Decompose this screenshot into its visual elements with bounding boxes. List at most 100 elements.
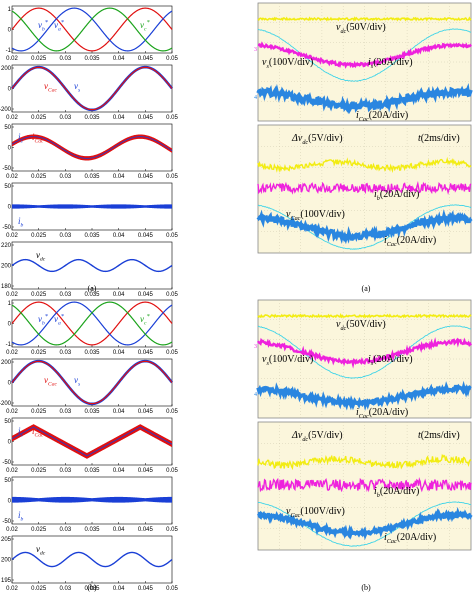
scope-screen-lower: Δvdc(5V/div) t(2ms/div) ib(20A/div) vCac(10… xyxy=(256,124,473,254)
x-tick-label: 0.035 xyxy=(84,292,100,298)
series-is xyxy=(11,426,173,457)
trace-is xyxy=(256,337,473,369)
series-vdc xyxy=(11,551,173,568)
x-tick-label: 0.025 xyxy=(31,233,47,239)
x-tick-label: 0.025 xyxy=(31,409,47,415)
label-vs: vs xyxy=(74,375,80,388)
channel-marker-3: 3 xyxy=(254,47,257,53)
x-tick-label: 0.045 xyxy=(138,115,154,121)
label-vb: vb* xyxy=(38,313,49,327)
caption-scope-b: (b) xyxy=(361,583,371,592)
label-scope-ib: ib(20A/div) xyxy=(374,189,419,202)
x-tick-label: 0.04 xyxy=(113,292,125,298)
label-scope-icac-lower: iCac(20A/div) xyxy=(384,532,436,545)
x-tick-label: 0.035 xyxy=(84,586,100,592)
y-tick-label: 50 xyxy=(4,419,11,425)
y-tick-label: -200 xyxy=(0,401,12,407)
label-ib: ib xyxy=(18,216,24,229)
x-tick-label: 0.035 xyxy=(84,527,100,533)
trace-is xyxy=(258,41,472,69)
sim-axes-box xyxy=(11,64,173,113)
label-va: va* xyxy=(54,313,65,327)
x-tick-label: 0.045 xyxy=(138,527,154,533)
label-vdc: vdc xyxy=(36,544,46,557)
trace-icac-upper xyxy=(256,82,473,115)
label-scope-ib: ib(20A/div) xyxy=(374,486,419,499)
y-tick-label: 0 xyxy=(8,28,12,34)
y-tick-label: -1 xyxy=(6,48,12,54)
label-vb: vb* xyxy=(38,19,49,33)
series-vcac xyxy=(11,66,173,111)
x-tick-label: 0.02 xyxy=(6,527,18,533)
x-tick-label: 0.035 xyxy=(84,233,100,239)
label-scope-time: t(2ms/div) xyxy=(418,133,460,144)
sim-panel-3: 50 0 -50 0.02 0.025 0.03 0.035 0.04 0.045 0.05 is i… xyxy=(2,417,178,474)
x-tick-label: 0.04 xyxy=(113,468,125,474)
label-scope-icac: iCac(20A/div) xyxy=(356,110,408,123)
x-tick-label: 0.03 xyxy=(59,350,71,356)
trace-icac-upper xyxy=(256,380,472,411)
y-tick-label: 205 xyxy=(1,537,12,543)
y-tick-label: 220 xyxy=(1,243,12,249)
x-tick-label: 0.05 xyxy=(166,350,178,356)
x-tick-label: 0.045 xyxy=(138,174,154,180)
x-tick-label: 0.04 xyxy=(113,409,125,415)
y-tick-label: 180 xyxy=(1,284,12,290)
x-tick-label: 0.02 xyxy=(6,292,18,298)
label-vc: vc* xyxy=(140,313,150,327)
series-ib-band xyxy=(12,496,172,503)
x-tick-label: 0.025 xyxy=(31,527,47,533)
sim-panel-5: 205 200 195 0.02 0.025 0.03 0.035 0.04 0.045 0.05… xyxy=(1,535,178,592)
x-tick-label: 0.02 xyxy=(6,350,18,356)
x-tick-label: 0.03 xyxy=(59,468,71,474)
channel-marker-4: 4 xyxy=(254,392,257,398)
x-tick-label: 0.04 xyxy=(113,56,125,62)
label-scope-is: is(20A/div) xyxy=(368,354,413,367)
sim-panel-5: 220 200 180 0.02 0.025 0.03 0.035 0.04 0.045 0.05… xyxy=(1,241,178,298)
x-tick-label: 0.02 xyxy=(6,468,18,474)
x-tick-label: 0.05 xyxy=(166,586,178,592)
x-tick-label: 0.05 xyxy=(166,527,178,533)
trace-delta-vdc xyxy=(257,453,472,471)
sim-axes-box xyxy=(11,5,173,54)
caption-sim-b: (b) xyxy=(87,583,97,592)
sim-axes-box xyxy=(11,299,173,348)
x-tick-label: 0.03 xyxy=(59,115,71,121)
y-tick-label: 50 xyxy=(4,125,11,131)
sim-panel-4: 50 0 -50 0.02 0.025 0.03 0.035 0.04 0.045 0.05 ib xyxy=(2,476,178,533)
label-is: is xyxy=(18,426,23,439)
x-tick-label: 0.035 xyxy=(84,468,100,474)
x-tick-label: 0.04 xyxy=(113,527,125,533)
x-tick-label: 0.035 xyxy=(84,174,100,180)
label-vdc: vdc xyxy=(36,250,46,263)
sim-panel-2: 200 0 -200 0.02 0.025 0.03 0.035 0.04 0.045 0.05 v… xyxy=(0,64,178,121)
label-scope-icac: iCac(20A/div) xyxy=(356,407,408,420)
sim-panel-1: 1 0 -1 0.02 0.025 0.03 0.035 0.04 0.045 0.05 vb* va… xyxy=(6,5,178,62)
y-tick-label: 0 xyxy=(8,205,12,211)
y-tick-label: 0 xyxy=(8,322,12,328)
x-tick-label: 0.02 xyxy=(6,233,18,239)
y-tick-label: 50 xyxy=(4,478,11,484)
x-tick-label: 0.05 xyxy=(166,115,178,121)
x-tick-label: 0.03 xyxy=(59,292,71,298)
trace-vs xyxy=(257,325,472,379)
sim-panel-2: 200 0 -200 0.02 0.025 0.03 0.035 0.04 0.045 0.05 v… xyxy=(0,358,178,415)
series-icac-band xyxy=(12,134,172,161)
x-tick-label: 0.025 xyxy=(31,468,47,474)
label-vs: vs xyxy=(74,81,80,94)
y-tick-label: -1 xyxy=(6,342,12,348)
trace-vdc xyxy=(257,313,472,319)
x-tick-label: 0.045 xyxy=(138,233,154,239)
x-tick-label: 0.025 xyxy=(31,350,47,356)
y-tick-label: -50 xyxy=(2,460,11,466)
label-va: va* xyxy=(54,19,65,33)
trace-icac-lower xyxy=(256,209,473,245)
x-tick-label: 0.05 xyxy=(166,233,178,239)
y-tick-label: 0 xyxy=(8,87,12,93)
x-tick-label: 0.035 xyxy=(84,409,100,415)
trace-icac-lower xyxy=(257,506,473,541)
x-tick-label: 0.035 xyxy=(84,56,100,62)
series-ib-band xyxy=(12,204,172,209)
scope-screen-lower: Δvdc(5V/div) t(2ms/div) ib(20A/div) vCac(10… xyxy=(257,421,473,551)
label-scope-delta-vdc: Δvdc(5V/div) xyxy=(291,430,343,443)
